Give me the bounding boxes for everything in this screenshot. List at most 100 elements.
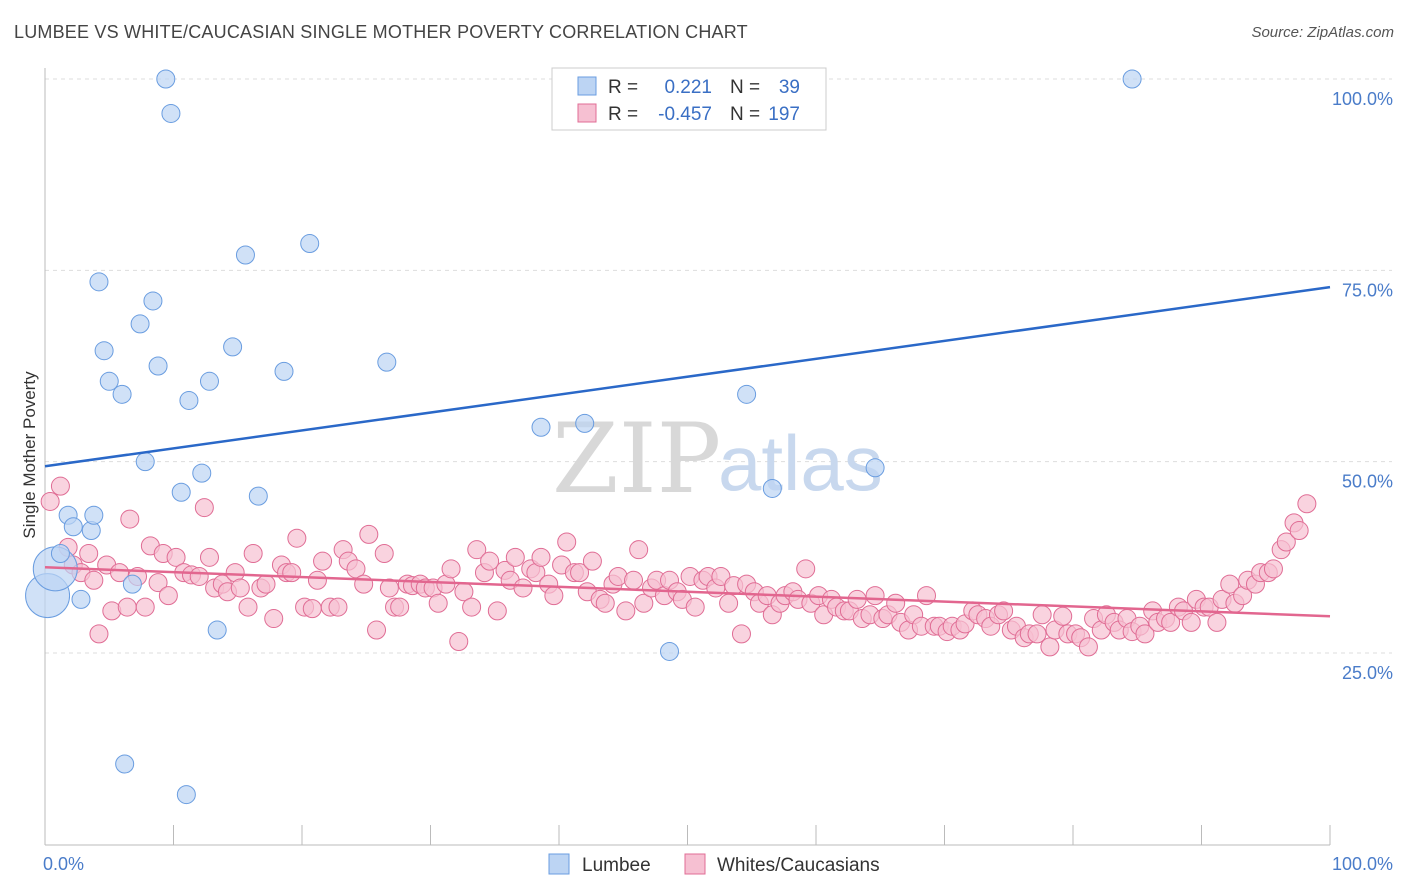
chart-source: Source: ZipAtlas.com <box>1251 24 1394 41</box>
trendline-0 <box>44 285 1331 468</box>
point-1-72 <box>505 547 525 567</box>
point-1-49 <box>359 524 379 544</box>
point-1-148 <box>994 601 1014 621</box>
legend-n-value-1: 39 <box>779 77 800 98</box>
point-1-195 <box>1297 494 1317 514</box>
point-1-78 <box>544 586 564 606</box>
point-1-65 <box>462 597 482 617</box>
legend-r-value-2: -0.457 <box>658 104 712 125</box>
legend-r-value-1: 0.221 <box>664 77 712 98</box>
point-0-25 <box>207 620 227 640</box>
axes <box>44 68 1331 846</box>
point-1-86 <box>595 593 615 613</box>
point-1-37 <box>282 563 302 583</box>
point-0-34 <box>660 641 680 661</box>
point-1-174 <box>1161 612 1181 632</box>
point-1-1 <box>50 476 70 496</box>
point-1-105 <box>719 593 739 613</box>
point-1-33 <box>256 574 276 594</box>
point-1-23 <box>194 498 214 518</box>
point-1-84 <box>582 551 602 571</box>
watermark-atlas: atlas <box>718 419 883 507</box>
point-1-68 <box>480 551 500 571</box>
point-1-90 <box>624 570 644 590</box>
bottom-legend-swatch-whites <box>684 853 706 875</box>
point-1-100 <box>685 597 705 617</box>
trend-layer <box>44 285 1331 618</box>
point-0-11 <box>112 384 132 404</box>
point-0-38 <box>1122 69 1142 89</box>
point-0-19 <box>161 103 181 123</box>
legend-n-value-2: 197 <box>768 104 800 125</box>
point-0-8 <box>89 272 109 292</box>
point-0-35 <box>737 384 757 404</box>
y-tick-label-3: 100.0% <box>1332 89 1393 109</box>
x-tick-label-0: 0.0% <box>43 854 84 874</box>
legend-swatch-whites <box>577 103 597 123</box>
tick-labels: 25.0% 50.0% 75.0% 100.0% 0.0% 100.0% <box>43 89 1393 874</box>
bottom-legend-swatch-lumbee <box>548 853 570 875</box>
point-0-10 <box>99 371 119 391</box>
point-1-190 <box>1263 559 1283 579</box>
point-1-42 <box>313 551 333 571</box>
series-0-points <box>25 69 1142 805</box>
point-0-24 <box>199 371 219 391</box>
x-tick-label-1: 100.0% <box>1332 854 1393 874</box>
point-1-18 <box>158 586 178 606</box>
legend-r-label-2: R = <box>608 104 638 125</box>
point-0-14 <box>130 314 150 334</box>
point-1-41 <box>307 570 327 590</box>
point-1-131 <box>886 593 906 613</box>
point-1-24 <box>199 547 219 567</box>
point-1-50 <box>367 620 387 640</box>
point-0-26 <box>223 337 243 357</box>
point-0-22 <box>179 390 199 410</box>
point-1-51 <box>374 544 394 564</box>
point-1-170 <box>1135 624 1155 644</box>
point-1-63 <box>449 632 469 652</box>
point-1-10 <box>110 563 130 583</box>
legend-n-label-2: N = <box>730 104 760 125</box>
point-1-177 <box>1181 612 1201 632</box>
point-0-4 <box>63 517 83 537</box>
point-1-80 <box>557 532 577 552</box>
point-1-92 <box>634 593 654 613</box>
point-1-34 <box>264 609 284 629</box>
y-tick-label-0: 25.0% <box>1342 663 1393 683</box>
point-1-29 <box>230 578 250 598</box>
point-0-9 <box>94 341 114 361</box>
point-1-194 <box>1289 521 1309 541</box>
point-0-13 <box>122 574 142 594</box>
y-axis-title: Single Mother Poverty <box>20 371 39 539</box>
watermark: ZIP atlas <box>552 403 883 515</box>
point-1-154 <box>1032 605 1052 625</box>
point-1-128 <box>865 586 885 606</box>
point-1-181 <box>1207 612 1227 632</box>
trendline-1 <box>44 566 1331 618</box>
point-1-155 <box>1040 637 1060 657</box>
bottom-legend-lumbee: Lumbee <box>582 855 651 876</box>
point-1-54 <box>390 597 410 617</box>
point-1-73 <box>513 578 533 598</box>
gridlines <box>45 78 1392 654</box>
point-0-31 <box>377 352 397 372</box>
point-0-29 <box>274 361 294 381</box>
point-1-117 <box>796 559 816 579</box>
y-tick-label-2: 75.0% <box>1342 280 1393 300</box>
point-1-161 <box>1078 637 1098 657</box>
point-1-60 <box>428 593 448 613</box>
point-1-31 <box>243 544 263 564</box>
point-0-18 <box>156 69 176 89</box>
point-1-104 <box>711 566 731 586</box>
point-1-30 <box>238 597 258 617</box>
point-0-32 <box>531 417 551 437</box>
legend-box: R = 0.221 N = 39 R = -0.457 N = 197 <box>551 67 827 131</box>
legend-n-label-1: N = <box>730 77 760 98</box>
point-0-23 <box>192 463 212 483</box>
point-0-2 <box>50 544 70 564</box>
point-0-12 <box>115 754 135 774</box>
point-1-192 <box>1276 532 1296 552</box>
point-0-7 <box>84 505 104 525</box>
point-0-20 <box>171 482 191 502</box>
point-0-30 <box>300 234 320 254</box>
